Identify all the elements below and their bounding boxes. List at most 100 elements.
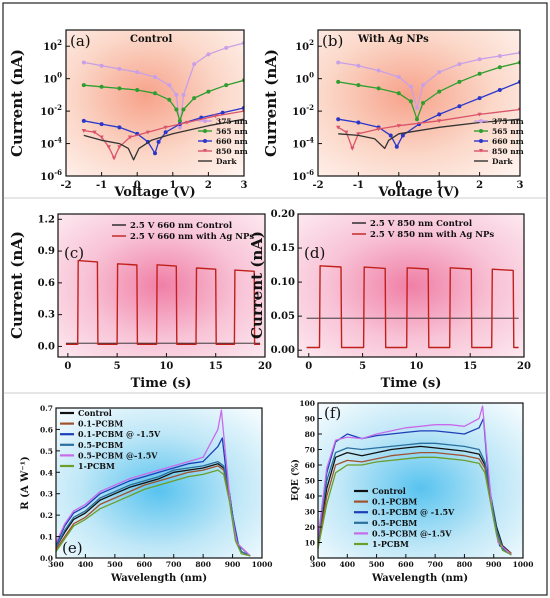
panel-e-ytick-label: 0.0 [40,554,53,563]
panel-b-data-point [408,99,413,104]
panel-b-data-point [376,68,381,73]
panel-f-label: (f) [324,404,341,422]
panel-b-background [318,30,520,176]
panel-e-series-line [56,469,251,557]
panel-a-xtick-label: 3 [241,180,248,191]
panel-a-data-point [153,91,157,96]
panel-e-legend-label: Control [78,408,112,418]
panel-a-data-point [81,83,86,88]
panel-a-data-point [192,96,197,101]
panel-f-legend-label: 0.5-PCBM @-1.5V [372,528,452,538]
panel-b-data-point [477,96,482,101]
panel-b-data-point [437,112,442,117]
panel-a-data-point [224,83,229,88]
panel-a-legend-label: 850 nm [216,147,248,156]
panel-a-data-point [177,125,182,130]
panel-a-ytick-label: 10-6 [40,168,62,183]
panel-b-data-point [437,119,442,124]
panel-e-xtick-label: 800 [195,560,211,569]
panel-d-plot [306,265,519,349]
panel-b-data-point [477,112,482,117]
panel-e-legend-label: 0.5-PCBM @-1.5V [78,450,158,460]
panel-c-axes [57,213,266,358]
panel-e-series-line [56,409,251,557]
panel-c-xtick-label: 20 [258,361,272,372]
panel-e-ytick-label: 0.7 [40,404,53,413]
panel-a-data-point [117,125,122,130]
panel-c-ytick-label: 1.2 [38,214,55,225]
panel-f-xlabel: Wavelength (nm) [371,573,468,584]
panel-b-xtick-label: 0 [395,180,402,191]
panel-e-xtick-label: 600 [136,560,152,569]
panel-c-plot [65,259,261,345]
panel-f-legend-label: 1-PCBM [372,539,409,549]
panel-a-ytick-label: 10-4 [40,136,62,151]
panel-b-data-point [477,71,482,76]
tick-exponent: 0 [309,71,314,80]
panel-b-series-line [338,118,520,150]
panel-f-ytick-label: 10 [305,539,315,548]
panel-b-data-point [457,62,462,67]
panel-a-legend-marker [203,149,207,153]
panel-a-legend-marker [203,139,207,143]
panel-e-ytick-label: 0.3 [40,490,53,499]
panel-d-xtick-label: 20 [517,361,531,372]
panel-b-data-point [396,124,401,128]
panel-d-axes [297,213,525,358]
panel-a-data-point [192,62,197,67]
panel-b-data-point [457,104,462,109]
panel-d-ylabel: Current (nA) [248,231,266,339]
panel-b-data-point [356,63,361,68]
panel-e-ytick-label: 0.4 [40,468,53,477]
panel-f-xtick-label: 1000 [513,560,534,569]
panel-a-xtick-label: -1 [96,180,107,191]
panel-b-series-line [338,52,520,109]
panel-b-data-point [414,117,419,122]
panel-a-axes [65,29,245,177]
panel-b-data-point [356,120,361,125]
panel-c-xlabel: Time (s) [131,376,192,391]
tick-exponent: -2 [306,103,314,112]
panel-a-data-point [99,63,104,68]
panel-c-series-line [65,259,261,345]
panel-f-xtick-label: 700 [427,560,443,569]
panel-b-data-point [421,101,426,105]
panel-b-data-point [376,127,381,132]
panel-a-data-point [135,70,140,75]
panel-a-xlabel: Voltage (V) [113,185,195,200]
panel-f-ytick-label: 80 [305,430,315,439]
panel-e-ytick-label: 0.1 [40,533,53,542]
panel-b-data-point [421,83,426,88]
panel-c-ytick-label: 0.9 [38,246,55,257]
panel-a-data-point [177,118,182,123]
panel-d-ytick-label: 0.00 [271,345,295,356]
panel-f-xtick-label: 900 [486,560,502,569]
panel-b-xtick-label: 2 [476,180,483,191]
panel-d-ytick-label: 0.20 [271,209,295,220]
panel-d-legend-label: 2.5 V 850 nm Control [370,219,473,229]
panel-c-xtick-label: 5 [114,361,121,372]
tick-exponent: 2 [309,38,314,47]
panel-a-data-point [117,145,122,149]
panel-f-ytick-label: 90 [305,415,315,424]
panel-e-legend-label: 0.5-PCBM [78,440,123,450]
panel-f-xtick-label: 600 [398,560,414,569]
panel-a-data-point [99,135,104,140]
panel-c-xtick-label: 15 [209,361,223,372]
panel-d-xtick-label: 5 [359,361,366,372]
panel-a-data-point [111,156,117,161]
panel-f-legend-label: Control [372,486,406,496]
panel-f-ytick-label: 40 [305,492,315,501]
panel-a-data-point [167,97,172,102]
panel-a-title: Control [130,34,172,45]
panel-b-legend-label: 565 nm [492,127,524,136]
panel-c-ytick-label: 0.3 [38,310,55,321]
panel-b-ytick-label: 102 [295,38,314,53]
panel-a-data-point [117,66,122,71]
panel-b-xtick-label: -1 [353,180,364,191]
panel-f-xtick-label: 500 [369,560,385,569]
panel-a-data-point [181,92,186,97]
